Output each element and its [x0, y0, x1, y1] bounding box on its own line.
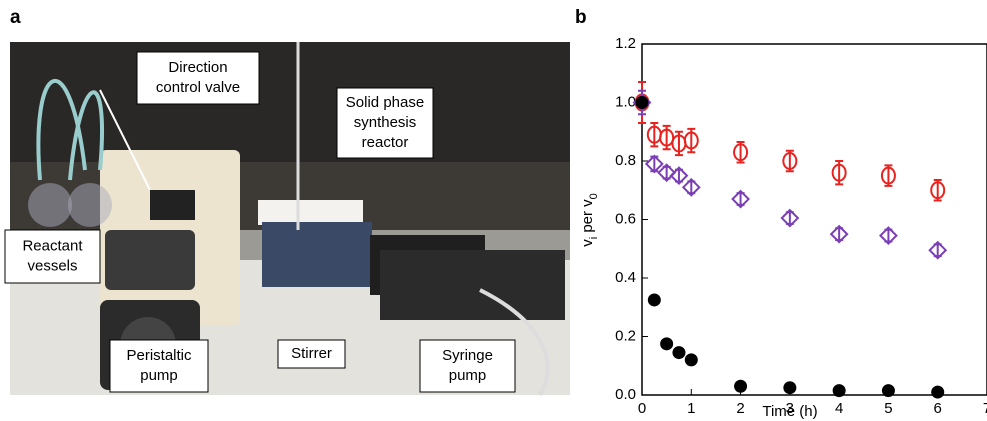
label-box — [336, 87, 434, 159]
error-bar — [785, 149, 794, 173]
error-bar — [933, 179, 942, 202]
y-axis-label: vi per v0 — [579, 193, 600, 247]
photo-label: pump — [449, 367, 487, 384]
panel-letter: a — [10, 7, 21, 28]
plot-frame — [641, 43, 987, 396]
point — [672, 346, 686, 360]
point — [928, 240, 948, 260]
point — [831, 163, 847, 182]
photo-label: Direction — [168, 59, 227, 76]
point — [635, 96, 649, 109]
label-box — [136, 51, 260, 105]
x-axis-label: Time (h) — [762, 403, 817, 420]
y-label-part: per v — [579, 199, 596, 237]
x-tick-label: 6 — [934, 400, 942, 417]
point — [659, 128, 675, 147]
label-box — [4, 229, 101, 284]
point — [880, 166, 896, 185]
point — [832, 384, 846, 398]
point — [731, 189, 750, 209]
photo-label: vessels — [27, 257, 77, 274]
error-bar — [884, 164, 893, 187]
point — [681, 177, 701, 197]
y-label-part: i — [588, 237, 600, 239]
y-tick-label: 0.4 — [615, 269, 636, 286]
point — [644, 154, 664, 174]
y-tick-label: 1.0 — [615, 93, 636, 110]
error-bar — [736, 140, 745, 164]
panel-letter: b — [575, 7, 587, 28]
y-tick-label: 0.6 — [615, 210, 636, 227]
photo-label: pump — [140, 367, 178, 384]
point — [660, 337, 674, 351]
point — [657, 163, 677, 183]
point — [881, 384, 895, 398]
point — [669, 166, 689, 186]
point — [780, 208, 800, 228]
photo-label: Reactant — [22, 237, 83, 254]
x-tick-label: 5 — [884, 400, 892, 417]
point — [683, 131, 699, 150]
photo-label: Peristaltic — [126, 347, 192, 364]
point — [829, 224, 849, 244]
point — [931, 385, 945, 399]
point — [684, 353, 698, 367]
photo-label: synthesis — [354, 114, 417, 131]
photo-label: Syringe — [442, 347, 493, 364]
x-tick-label: 7 — [983, 400, 987, 417]
point — [879, 226, 898, 246]
point — [734, 379, 748, 393]
point — [783, 381, 797, 395]
y-tick-label: 0.2 — [615, 327, 636, 344]
photo-label: reactor — [362, 134, 409, 151]
point — [733, 143, 749, 162]
x-tick-label: 4 — [835, 400, 843, 417]
y-label-part: 0 — [588, 193, 600, 199]
x-tick-label: 3 — [786, 400, 794, 417]
point — [930, 181, 946, 200]
photo-label: Solid phase — [346, 94, 424, 111]
photo-label: Stirrer — [291, 345, 332, 362]
y-tick-label: 1.2 — [615, 35, 636, 52]
y-label-part: v — [579, 239, 596, 247]
x-tick-label: 1 — [687, 400, 695, 417]
y-tick-label: 0.0 — [615, 386, 636, 403]
x-tick-label: 0 — [638, 400, 646, 417]
label-box — [109, 339, 209, 393]
photo-label: control valve — [156, 79, 240, 96]
point — [782, 152, 798, 170]
label-box — [277, 339, 346, 369]
y-tick-label: 0.8 — [615, 152, 636, 169]
point — [647, 293, 661, 307]
photo — [10, 42, 570, 396]
x-tick-label: 2 — [736, 400, 744, 417]
label-box — [419, 339, 516, 393]
